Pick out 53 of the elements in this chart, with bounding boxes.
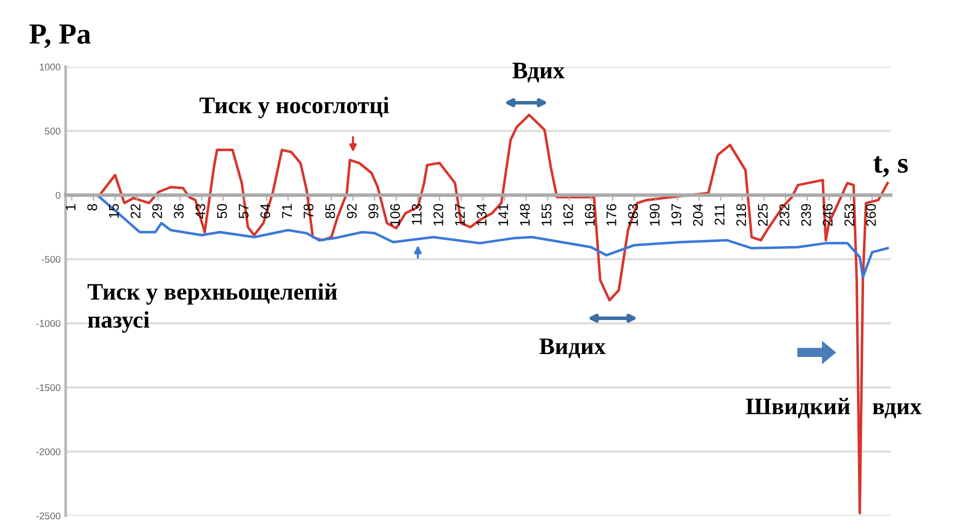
x-tick-label: 85: [325, 204, 336, 218]
x-tick-label: 99: [368, 204, 378, 218]
y-tick-label: 1000: [40, 64, 60, 70]
x-tick-label: 92: [346, 204, 357, 218]
x-tick-label: 169: [584, 204, 595, 226]
y-tick-label: -2000: [36, 448, 60, 456]
y-axis-title: P, Pa: [29, 24, 91, 48]
x-tick-label: 141: [498, 204, 508, 226]
x-tick-label: 50: [217, 204, 227, 218]
annotation: Швидкий вдих: [746, 398, 922, 418]
x-tick-label: 204: [693, 204, 703, 226]
annotation: Видих: [539, 338, 606, 358]
x-tick-label: 246: [822, 204, 833, 226]
x-tick-label: 113: [412, 204, 422, 224]
x-tick-label: 148: [520, 204, 530, 226]
y-tick-label: 500: [44, 128, 60, 135]
x-tick-label: 36: [174, 204, 184, 218]
x-tick-label: 183: [628, 204, 638, 226]
x-tick-label: 155: [542, 204, 552, 226]
y-tick-label: -1000: [36, 320, 60, 327]
x-tick-label: 64: [260, 204, 270, 218]
x-tick-label: 127: [455, 204, 465, 226]
y-tick-label: 0: [56, 192, 60, 199]
annotation: Тиск у верхньощелепій пазусі: [88, 283, 338, 333]
x-tick-label: 253: [844, 204, 854, 226]
annotation: Вдих: [512, 62, 565, 82]
x-tick-label: 120: [433, 204, 444, 226]
x-tick-label: 71: [282, 204, 292, 218]
x-tick-label: 239: [801, 204, 811, 226]
x-tick-label: 176: [606, 204, 616, 226]
x-tick-label: 225: [758, 204, 768, 226]
x-axis-title: t, s: [873, 156, 908, 178]
annotation: Тиск у носоглотці: [200, 96, 390, 118]
x-tick-label: 134: [476, 204, 487, 226]
x-tick-label: 1: [66, 204, 76, 210]
x-tick-label: 22: [130, 204, 140, 218]
x-tick-label: 211: [714, 204, 724, 225]
x-tick-label: 43: [195, 204, 206, 219]
x-tick-label: 29: [152, 204, 162, 218]
x-tick-label: 232: [780, 204, 790, 226]
x-tick-label: 197: [671, 204, 682, 226]
x-tick-label: 218: [736, 204, 746, 226]
x-tick-label: 8: [87, 204, 98, 211]
y-tick-label: -500: [42, 256, 60, 263]
x-tick-label: 190: [650, 204, 660, 226]
x-tick-label: 15: [109, 204, 119, 218]
x-tick-label: 162: [563, 204, 574, 226]
x-tick-label: 260: [866, 204, 876, 226]
y-tick-label: -1500: [36, 384, 60, 392]
x-tick-label: 57: [238, 204, 249, 218]
y-tick-label: -2500: [36, 512, 60, 520]
x-tick-label: 106: [390, 204, 400, 226]
x-tick-label: 78: [304, 204, 314, 218]
